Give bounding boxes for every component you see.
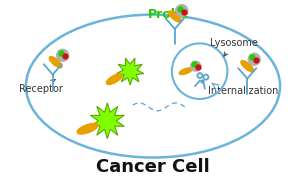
Text: Internalization: Internalization	[207, 86, 278, 96]
Ellipse shape	[49, 57, 62, 68]
Ellipse shape	[179, 68, 192, 74]
Circle shape	[248, 53, 260, 65]
Text: Lysosome: Lysosome	[210, 38, 257, 56]
Polygon shape	[90, 103, 124, 139]
Text: Cancer Cell: Cancer Cell	[96, 158, 210, 176]
Polygon shape	[117, 58, 144, 85]
Ellipse shape	[169, 11, 181, 22]
Circle shape	[191, 61, 201, 71]
Circle shape	[57, 49, 69, 61]
Ellipse shape	[77, 123, 98, 134]
Ellipse shape	[241, 61, 254, 72]
Text: Probe: Probe	[148, 8, 189, 21]
Circle shape	[176, 5, 188, 17]
Ellipse shape	[106, 74, 122, 84]
Text: Receptor: Receptor	[19, 80, 63, 94]
